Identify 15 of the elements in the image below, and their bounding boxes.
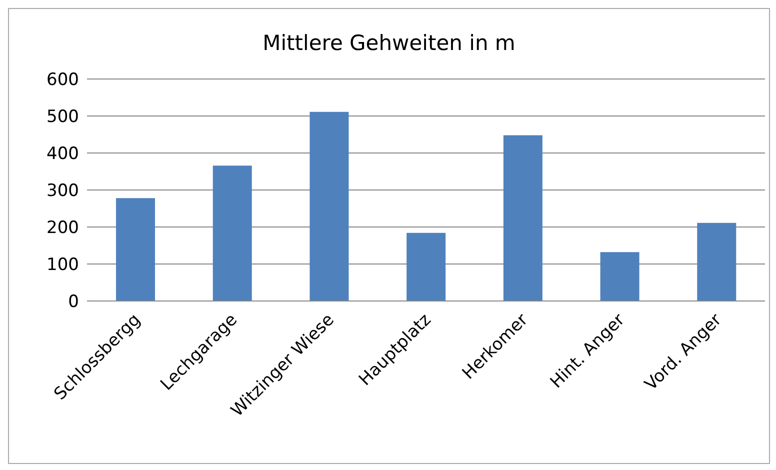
bar xyxy=(116,198,155,301)
y-tick-label: 100 xyxy=(46,255,79,276)
bar xyxy=(697,222,736,301)
y-tick-label: 0 xyxy=(68,292,79,312)
chart-title: Mittlere Gehweiten in m xyxy=(262,31,516,57)
bar xyxy=(600,252,640,301)
y-tick-label: 600 xyxy=(46,70,79,90)
bar xyxy=(212,166,252,301)
y-tick-label: 300 xyxy=(46,181,79,202)
y-tick-label: 200 xyxy=(46,218,79,238)
bar xyxy=(406,232,446,301)
y-tick-label: 500 xyxy=(46,107,79,128)
bar xyxy=(310,112,349,301)
y-tick-label: 400 xyxy=(46,144,79,164)
bar xyxy=(503,135,542,301)
